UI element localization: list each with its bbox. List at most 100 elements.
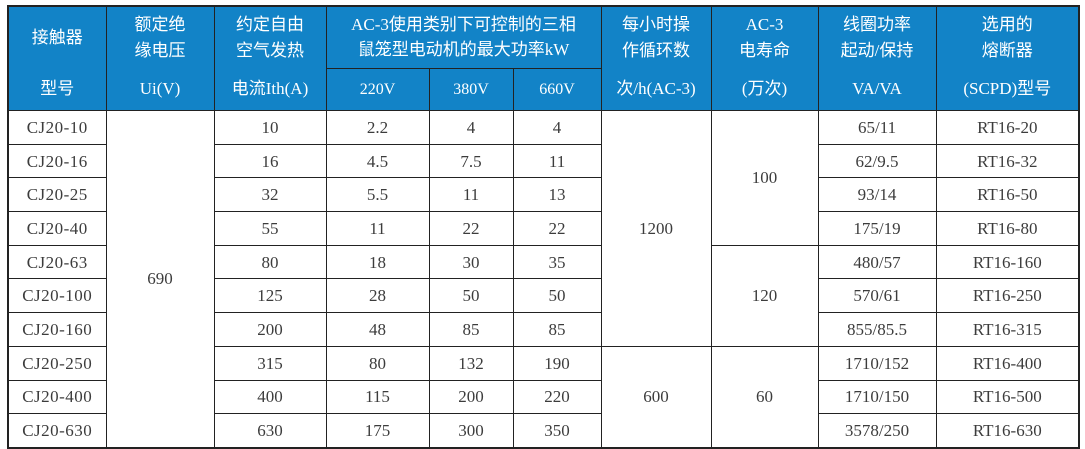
cell-model: CJ20-100 (7, 278, 107, 314)
header-coil-line2: 起动/保持 (840, 40, 914, 60)
cell-p220: 48 (325, 312, 430, 347)
header-cycles-line2: 作循环数 (622, 40, 691, 60)
cell-fuse: RT16-80 (935, 211, 1080, 246)
header-electrical-life: AC-3 电寿命 (万次) (710, 5, 819, 111)
cell-p380: 300 (428, 413, 514, 449)
header-insulation-line1: 额定绝 (134, 15, 186, 35)
cell-p220: 80 (325, 345, 430, 381)
cell-model: CJ20-25 (7, 177, 107, 213)
table-row: CJ20-400 400 115 200 220 1710/150 RT16-5… (7, 379, 1080, 415)
cell-p660: 4 (512, 110, 602, 145)
cell-fuse: RT16-32 (935, 143, 1080, 179)
table-row: CJ20-250 315 80 132 190 600 60 1710/152 … (7, 345, 1080, 449)
header-cycles-line3: 次/h(AC-3) (616, 78, 696, 98)
cell-ith: 125 (213, 278, 327, 314)
header-coil-line3: VA/VA (852, 78, 902, 98)
cell-fuse: RT16-250 (935, 278, 1080, 314)
cell-ith: 16 (213, 143, 327, 179)
contactor-spec-table: 接触器 型号 额定绝 缘电压 Ui(V) 约定自由 空气发热 电流Ith(A) (7, 5, 1081, 449)
header-row-sub: 220V 380V 660V (8, 68, 1079, 111)
cell-p220: 175 (325, 413, 430, 449)
table-row: CJ20-100 125 28 50 50 570/61 RT16-250 (7, 278, 1080, 314)
header-thermal-current: 约定自由 空气发热 电流Ith(A) (213, 5, 327, 111)
header-coil-power: 线圈功率 起动/保持 VA/VA (817, 5, 937, 111)
cell-model: CJ20-630 (7, 413, 107, 449)
header-power-group-line2: 鼠笼型电动机的最大功率kW (357, 40, 570, 59)
cell-coil: 62/9.5 (817, 143, 937, 179)
cell-p380: 85 (428, 312, 514, 347)
header-life-line1: AC-3 (745, 15, 784, 35)
cell-p220: 5.5 (325, 177, 430, 213)
table-row: CJ20-40 55 11 22 22 175/19 RT16-80 (7, 211, 1080, 246)
cell-coil: 1710/152 (817, 345, 937, 381)
cell-p380: 50 (428, 278, 514, 314)
header-insulation-line3: Ui(V) (139, 78, 181, 98)
cell-p660: 13 (512, 177, 602, 213)
header-model-line2: 型号 (40, 78, 75, 98)
cell-ith: 32 (213, 177, 327, 213)
cell-p220: 115 (325, 379, 430, 415)
header-power-group-line1: AC-3使用类别下可控制的三相 (351, 14, 576, 34)
cell-p380: 11 (428, 177, 514, 213)
cell-coil: 480/57 (817, 244, 937, 280)
cell-model: CJ20-16 (7, 143, 107, 179)
table-row: CJ20-25 32 5.5 11 13 93/14 RT16-50 (7, 177, 1080, 213)
header-insulation-line2: 缘电压 (134, 40, 186, 60)
cell-life: 100 (710, 110, 819, 246)
cell-p220: 28 (325, 278, 430, 314)
cell-ith: 630 (213, 413, 327, 449)
cell-p660: 50 (512, 278, 602, 314)
cell-p660: 22 (512, 211, 602, 246)
cell-life: 60 (710, 345, 819, 449)
header-fuse: 选用的 熔断器 (SCPD)型号 (935, 5, 1080, 111)
cell-model: CJ20-63 (7, 244, 107, 280)
header-power-220v: 220V (325, 68, 430, 111)
header-cycles-line1: 每小时操 (622, 15, 691, 35)
header-thermal-line2: 空气发热 (236, 40, 304, 60)
table-body: CJ20-10 690 10 2.2 4 4 1200 100 65/11 RT… (7, 109, 1080, 449)
cell-model: CJ20-400 (7, 379, 107, 415)
cell-ith: 55 (213, 211, 327, 246)
cell-coil: 175/19 (817, 211, 937, 246)
cell-p220: 2.2 (325, 110, 430, 145)
cell-model: CJ20-40 (7, 211, 107, 246)
cell-p220: 4.5 (325, 143, 430, 179)
cell-model: CJ20-10 (7, 110, 107, 145)
header-cycles: 每小时操 作循环数 次/h(AC-3) (600, 5, 712, 111)
cell-ui-voltage: 690 (105, 109, 215, 449)
header-model: 接触器 型号 (7, 5, 107, 111)
header-life-line2: 电寿命 (739, 40, 791, 60)
cell-fuse: RT16-500 (935, 379, 1080, 415)
cell-fuse: RT16-315 (935, 312, 1080, 347)
cell-ith: 10 (213, 110, 327, 145)
cell-p660: 190 (512, 345, 602, 381)
header-row-top: 接触器 型号 额定绝 缘电压 Ui(V) 约定自由 空气发热 电流Ith(A) (7, 5, 1080, 111)
cell-p380: 132 (428, 345, 514, 381)
cell-p220: 11 (325, 211, 430, 246)
cell-ith: 315 (213, 345, 327, 381)
header-power-group: AC-3使用类别下可控制的三相 鼠笼型电动机的最大功率kW (325, 5, 602, 69)
cell-coil: 855/85.5 (817, 312, 937, 347)
header-insulation-voltage: 额定绝 缘电压 Ui(V) (105, 5, 215, 111)
cell-p660: 85 (512, 312, 602, 347)
cell-fuse: RT16-20 (935, 110, 1080, 145)
cell-p380: 200 (428, 379, 514, 415)
header-model-line1: 接触器 (31, 27, 83, 47)
cell-p660: 350 (512, 413, 602, 449)
cell-p660: 220 (512, 379, 602, 415)
table-row: CJ20-16 16 4.5 7.5 11 62/9.5 RT16-32 (7, 143, 1080, 179)
cell-model: CJ20-160 (7, 312, 107, 347)
table-header: 接触器 型号 额定绝 缘电压 Ui(V) 约定自由 空气发热 电流Ith(A) (7, 5, 1080, 111)
cell-fuse: RT16-160 (935, 244, 1080, 280)
header-fuse-line1: 选用的 (981, 15, 1033, 35)
cell-p380: 30 (428, 244, 514, 280)
cell-cycles: 600 (600, 345, 712, 449)
cell-coil: 3578/250 (817, 413, 937, 449)
cell-ith: 200 (213, 312, 327, 347)
cell-p660: 35 (512, 244, 602, 280)
cell-model: CJ20-250 (7, 345, 107, 381)
table-row: CJ20-10 690 10 2.2 4 4 1200 100 65/11 RT… (7, 109, 1080, 449)
header-fuse-line3: (SCPD)型号 (963, 78, 1052, 98)
cell-fuse: RT16-400 (935, 345, 1080, 381)
